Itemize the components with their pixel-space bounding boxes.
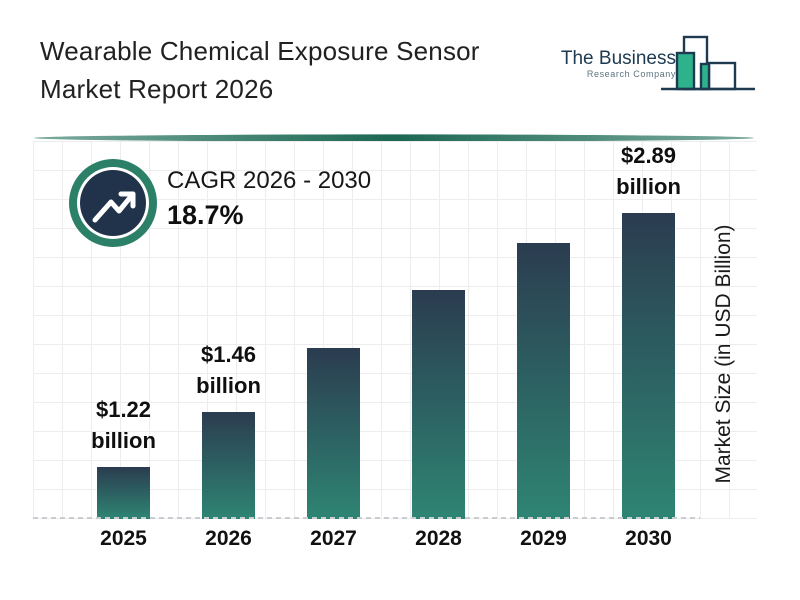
x-tick-2025: 2025 — [100, 527, 147, 550]
x-tick-2029: 2029 — [520, 527, 567, 550]
cagr-text-block: CAGR 2026 - 2030 18.7% — [167, 167, 371, 231]
x-tick-2028: 2028 — [415, 527, 462, 550]
page-title: Wearable Chemical Exposure Sensor Market… — [40, 32, 480, 108]
logo-subname: Research Company — [586, 68, 676, 79]
page-title-line1: Wearable Chemical Exposure Sensor — [40, 36, 480, 66]
logo-name: The Business — [560, 48, 676, 69]
x-axis-baseline — [33, 517, 700, 519]
x-tick-2030: 2030 — [625, 527, 672, 550]
bar-chart-logo-icon — [661, 35, 755, 91]
trending-up-icon — [92, 191, 136, 223]
x-tick-2026: 2026 — [205, 527, 252, 550]
company-logo: The Business Research Company — [552, 49, 676, 79]
x-tick-2027: 2027 — [310, 527, 357, 550]
divider-line — [34, 134, 754, 142]
page-title-line2: Market Report 2026 — [40, 74, 274, 104]
y-axis-label: Market Size (in USD Billion) — [712, 224, 735, 484]
cagr-label: CAGR 2026 - 2030 — [167, 167, 372, 194]
cagr-value: 18.7% — [167, 200, 244, 230]
cagr-badge — [80, 170, 146, 236]
